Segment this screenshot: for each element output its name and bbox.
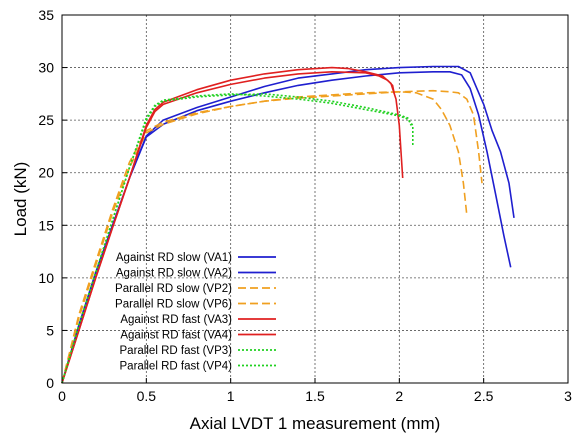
x-axis-title: Axial LVDT 1 measurement (mm) xyxy=(190,414,441,433)
y-axis-ticks: 0 5 10 15 20 25 30 35 xyxy=(38,7,67,391)
series-line-7 xyxy=(61,93,412,384)
y-axis-title: Load (kN) xyxy=(11,162,30,237)
legend: Against RD slow (VA1) Against RD slow (VA… xyxy=(115,252,276,373)
x-tick-label: 1.5 xyxy=(305,388,325,404)
x-tick-label: 2 xyxy=(395,388,403,404)
x-axis-ticks: 0 0.5 1 1.5 2 2.5 3 xyxy=(58,378,572,404)
y-tick-label: 35 xyxy=(38,7,54,23)
series-line-6 xyxy=(61,71,396,384)
x-tick-label: 2.5 xyxy=(474,388,494,404)
y-tick-label: 5 xyxy=(46,322,54,338)
grid xyxy=(62,15,568,383)
series-line-8 xyxy=(61,93,414,384)
legend-label-3: Parallel RD slow (VP2) xyxy=(115,283,232,295)
y-tick-label: 30 xyxy=(38,60,54,76)
x-tick-label: 0.5 xyxy=(137,388,157,404)
y-tick-label: 0 xyxy=(46,375,54,391)
series-layer xyxy=(61,65,515,384)
legend-label-7: Parallel RD fast (VP3) xyxy=(120,345,233,357)
x-tick-label: 1 xyxy=(227,388,235,404)
legend-label-6: Against RD fast (VA4) xyxy=(120,330,232,342)
y-tick-label: 15 xyxy=(38,217,54,233)
y-tick-label: 10 xyxy=(38,270,54,286)
x-tick-label: 3 xyxy=(564,388,572,404)
y-tick-label: 20 xyxy=(38,165,54,181)
series-line-4 xyxy=(61,89,483,384)
legend-label-5: Against RD fast (VA3) xyxy=(120,314,232,326)
legend-label-4: Parallel RD slow (VP6) xyxy=(115,299,232,311)
x-tick-label: 0 xyxy=(58,388,66,404)
legend-label-1: Against RD slow (VA1) xyxy=(116,252,232,264)
y-tick-label: 25 xyxy=(38,112,54,128)
legend-label-2: Against RD slow (VA2) xyxy=(116,268,232,280)
legend-label-8: Parallel RD fast (VP4) xyxy=(120,361,233,373)
